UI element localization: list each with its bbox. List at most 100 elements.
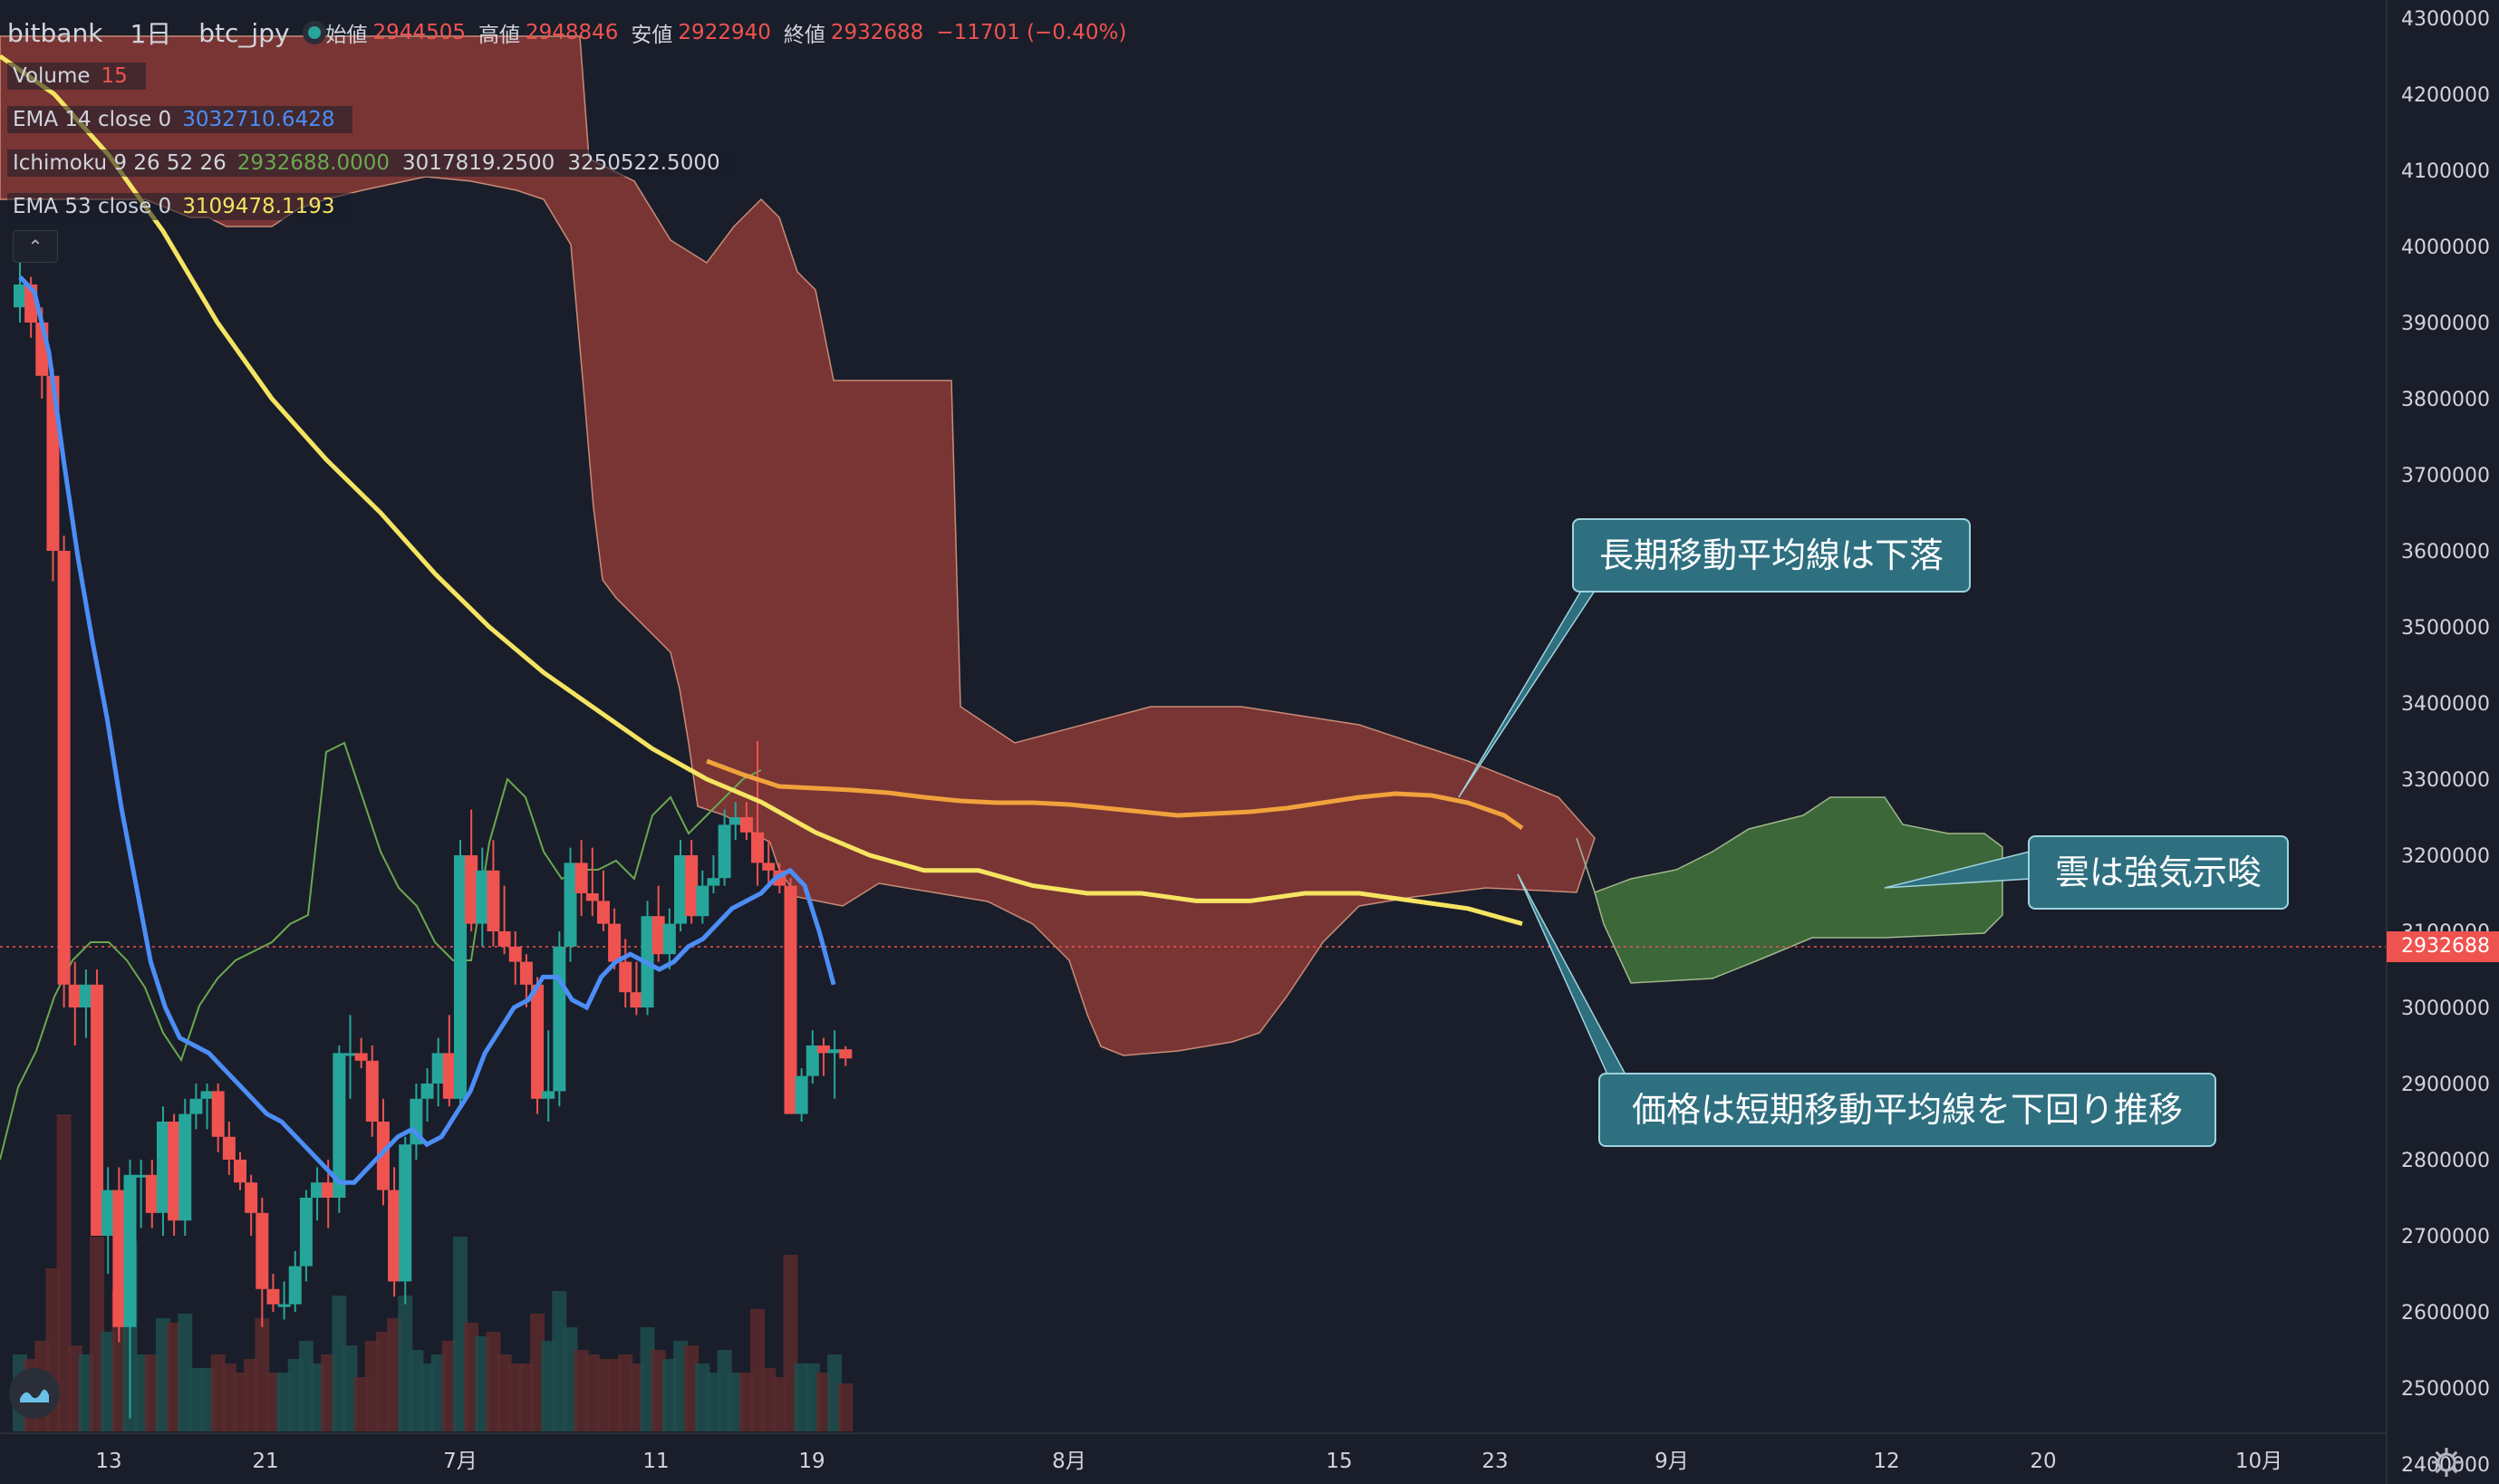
candle-body (739, 817, 753, 833)
candle-body (784, 885, 797, 1114)
volume-bar (265, 1373, 281, 1431)
volume-bar (640, 1327, 655, 1431)
volume-bar (695, 1364, 710, 1431)
ema53-line (0, 53, 1523, 927)
price-axis-label: 3800000 (2401, 389, 2490, 411)
candle-body (168, 1122, 181, 1221)
candle-body (487, 870, 500, 931)
candle-body (14, 284, 26, 308)
candle-body (322, 1182, 335, 1198)
time-axis-label: 7月 (443, 1450, 478, 1473)
volume-bar (441, 1341, 457, 1431)
price-axis-label: 4300000 (2401, 8, 2490, 31)
close-value: 2932688 (830, 21, 924, 44)
time-axis-labels[interactable]: 13 21 7月 11 19 8月 15 23 9月 12 20 10月 (95, 1450, 2282, 1473)
time-axis-label: 9月 (1655, 1450, 1689, 1473)
volume-bar (530, 1314, 545, 1431)
volume-bar (409, 1350, 424, 1431)
candles (14, 254, 853, 1419)
volume-bar (420, 1364, 435, 1431)
candle-body (542, 1091, 555, 1099)
candle-body (145, 1174, 159, 1213)
chevron-up-icon: ⌃ (27, 236, 43, 257)
volume-bar (101, 1332, 116, 1431)
candle-body (365, 1060, 379, 1122)
candle-body (420, 1084, 434, 1099)
volume-bar (618, 1354, 633, 1431)
candle-body (531, 984, 545, 1099)
time-axis-label: 8月 (1052, 1450, 1086, 1473)
time-axis-label: 20 (2030, 1450, 2056, 1473)
low-value: 2922940 (678, 21, 771, 44)
volume-bar (750, 1309, 766, 1431)
price-axis-labels[interactable]: 4300000 4200000 4100000 4000000 3900000 38000… (2401, 8, 2490, 1484)
ema14-line (18, 275, 836, 1185)
volume-bar (453, 1237, 468, 1431)
volume-bar (595, 1359, 611, 1431)
price-axis-label: 2800000 (2401, 1150, 2490, 1172)
candle-body (311, 1182, 324, 1198)
volume-bar (199, 1368, 215, 1431)
candle-body (299, 1198, 313, 1267)
callout-text: 価格は短期移動平均線を下回り推移 (1631, 1090, 2183, 1130)
candle-body (465, 855, 478, 924)
volume-bar (353, 1377, 369, 1431)
indicator-name: Volume (13, 64, 91, 88)
indicator-value: 3017819.2500 (402, 151, 555, 175)
indicator-name: Ichimoku 9 26 52 26 (13, 151, 227, 175)
candle-body (685, 855, 699, 917)
indicator-volume[interactable]: Volume 15 (7, 54, 1139, 98)
volume-bar (56, 1114, 72, 1431)
symbol-header[interactable]: bitbank 1日 btc_jpy 始値 2944505 高値 2948846 安… (7, 11, 1139, 54)
candle-body (91, 984, 104, 1236)
volume-bars (13, 1114, 854, 1431)
candle-body (651, 916, 665, 955)
price-axis-label: 2700000 (2401, 1226, 2490, 1248)
candle-body (376, 1122, 390, 1190)
volume-bar (144, 1354, 159, 1431)
volume-bar (673, 1341, 688, 1431)
price-axis-label: 3300000 (2401, 769, 2490, 792)
symbol-label[interactable]: btc_jpy (198, 17, 290, 48)
market-status-icon (307, 26, 321, 39)
indicator-value: 15 (101, 64, 128, 88)
candle-body (388, 1190, 401, 1282)
price-axis-label: 2600000 (2401, 1302, 2490, 1325)
volume-bar (343, 1345, 358, 1431)
volume-bar (67, 1345, 82, 1431)
candle-body (630, 992, 643, 1007)
exchange-label[interactable]: bitbank (7, 17, 103, 48)
callout-price: 価格は短期移動平均線を下回り推移 (1598, 1073, 2216, 1147)
volume-bar (475, 1336, 490, 1431)
volume-bar (464, 1323, 479, 1431)
volume-bar (541, 1341, 556, 1431)
candle-body (828, 1049, 842, 1054)
volume-bar (706, 1373, 721, 1431)
candle-body (245, 1182, 258, 1213)
time-axis-label: 21 (252, 1450, 278, 1473)
candle-body (256, 1212, 269, 1289)
price-axis-label: 4200000 (2401, 84, 2490, 107)
candle-body (57, 551, 71, 985)
volume-bar (717, 1350, 732, 1431)
indicator-ema14[interactable]: EMA 14 close 0 3032710.6428 (7, 98, 1139, 141)
candle-body (200, 1091, 214, 1099)
bitbank-logo-icon[interactable] (9, 1368, 60, 1419)
collapse-legend-button[interactable]: ⌃ (13, 230, 58, 263)
candle-body (619, 961, 632, 993)
candle-body (354, 1053, 368, 1061)
candle-body (662, 923, 676, 955)
gear-icon[interactable] (2428, 1444, 2465, 1480)
indicator-ema53[interactable]: EMA 53 close 0 3109478.1193 (7, 185, 1139, 228)
interval-label[interactable]: 1日 (130, 19, 172, 49)
volume-bar (761, 1368, 777, 1431)
price-axis-label: 2500000 (2401, 1378, 2490, 1401)
volume-bar (815, 1373, 831, 1431)
time-axis-label: 15 (1326, 1450, 1352, 1473)
volume-bar (287, 1359, 303, 1431)
ichimoku-cloud-bearish (0, 35, 1596, 1056)
indicator-ichimoku[interactable]: Ichimoku 9 26 52 26 2932688.0000 3017819.2… (7, 141, 1139, 185)
volume-bar (244, 1359, 259, 1431)
low-label: 安値 (631, 24, 673, 47)
